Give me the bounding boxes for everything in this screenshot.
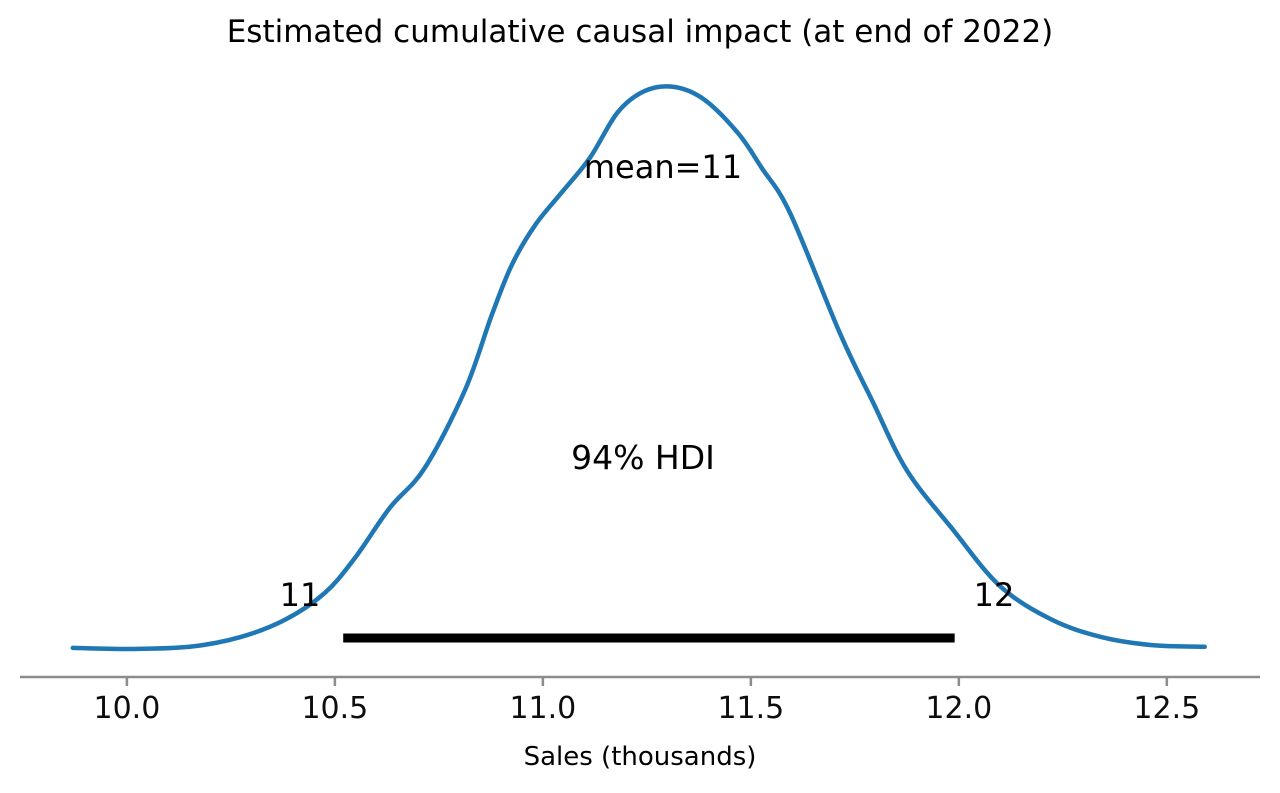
x-tick-label: 11.0	[509, 691, 577, 726]
x-tick-label: 10.5	[301, 691, 369, 726]
mean-annotation: mean=11	[583, 148, 743, 186]
x-axis-title: Sales (thousands)	[523, 742, 757, 772]
x-tick-label: 12.5	[1133, 691, 1201, 726]
x-tick-label: 12.0	[925, 691, 993, 726]
hdi-lower-bound-label: 11	[279, 576, 321, 614]
x-tick-label: 11.5	[717, 691, 785, 726]
chart-title: Estimated cumulative causal impact (at e…	[226, 14, 1054, 50]
x-tick-label: 10.0	[93, 691, 161, 726]
hdi-upper-bound-label: 12	[973, 576, 1015, 614]
kde-density-curve	[70, 84, 1207, 652]
hdi-probability-annotation: 94% HDI	[571, 438, 715, 477]
x-axis-ticks	[125, 677, 1169, 686]
